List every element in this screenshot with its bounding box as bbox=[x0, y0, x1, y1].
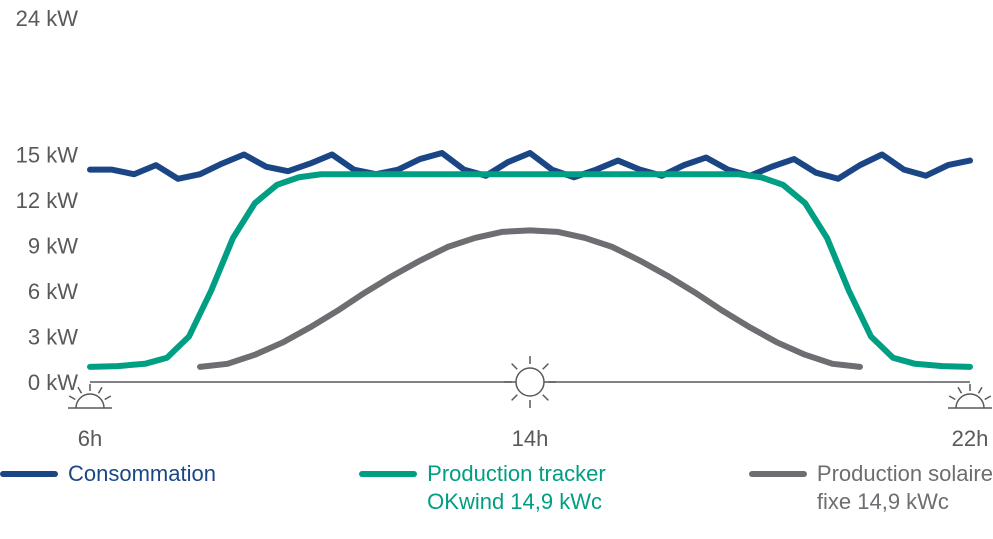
svg-text:6 kW: 6 kW bbox=[28, 279, 78, 304]
noon-icon bbox=[504, 356, 556, 408]
svg-text:24 kW: 24 kW bbox=[16, 6, 79, 31]
svg-text:9 kW: 9 kW bbox=[28, 234, 78, 259]
x-tick: 22h bbox=[952, 426, 989, 451]
legend-label-fixe: Production solairefixe 14,9 kWc bbox=[817, 460, 993, 515]
legend-label-consommation: Consommation bbox=[68, 460, 216, 488]
x-tick: 14h bbox=[512, 426, 549, 451]
legend: Consommation Production trackerOKwind 14… bbox=[0, 460, 993, 515]
series-tracker bbox=[90, 174, 970, 367]
svg-text:0 kW: 0 kW bbox=[28, 370, 78, 395]
svg-text:12 kW: 12 kW bbox=[16, 188, 79, 213]
svg-text:3 kW: 3 kW bbox=[28, 325, 78, 350]
legend-swatch-tracker bbox=[359, 471, 417, 477]
y-tick: 15 kW bbox=[16, 143, 79, 168]
y-tick: 9 kW bbox=[28, 234, 78, 259]
legend-label-tracker: Production trackerOKwind 14,9 kWc bbox=[427, 460, 606, 515]
legend-item-consommation: Consommation bbox=[0, 460, 216, 488]
series-fixe bbox=[200, 230, 860, 367]
chart-container: 0 kW3 kW6 kW9 kW12 kW15 kW24 kW6h14h22h … bbox=[0, 0, 993, 539]
y-tick: 0 kW bbox=[28, 370, 78, 395]
x-tick: 6h bbox=[78, 426, 102, 451]
legend-swatch-fixe bbox=[749, 471, 807, 477]
legend-swatch-consommation bbox=[0, 471, 58, 477]
y-tick: 12 kW bbox=[16, 188, 79, 213]
legend-item-fixe: Production solairefixe 14,9 kWc bbox=[749, 460, 993, 515]
svg-text:6h: 6h bbox=[78, 426, 102, 451]
svg-text:22h: 22h bbox=[952, 426, 989, 451]
svg-text:14h: 14h bbox=[512, 426, 549, 451]
legend-item-tracker: Production trackerOKwind 14,9 kWc bbox=[359, 460, 606, 515]
line-chart: 0 kW 3 kW 6 kW 9 kW 12 kW 15 kW 24 kW 6h 14h 22h bbox=[0, 0, 993, 460]
svg-text:15 kW: 15 kW bbox=[16, 143, 79, 168]
sunset-icon bbox=[948, 384, 992, 408]
y-tick: 3 kW bbox=[28, 325, 78, 350]
y-tick: 24 kW bbox=[16, 6, 79, 31]
y-tick: 6 kW bbox=[28, 279, 78, 304]
